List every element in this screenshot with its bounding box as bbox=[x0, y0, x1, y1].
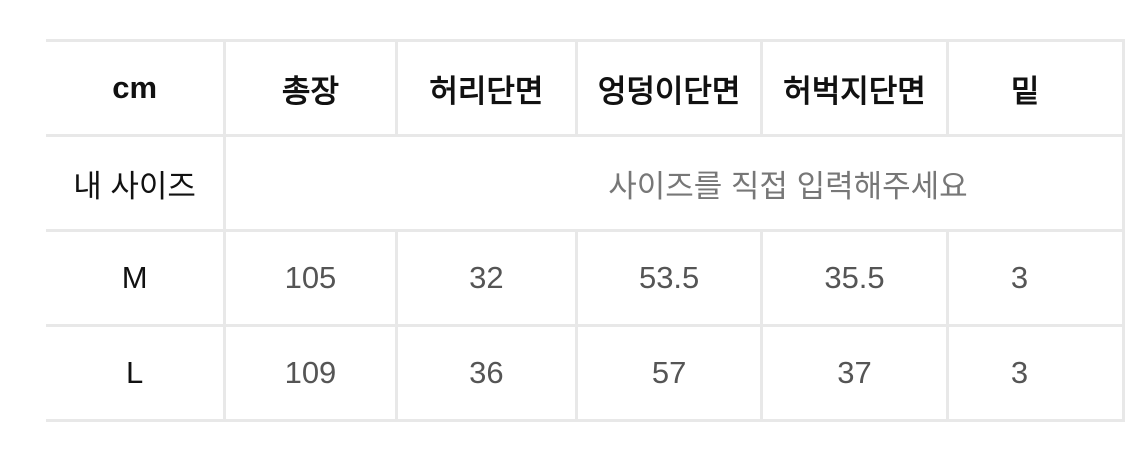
size-table: cm 총장 허리단면 엉덩이단면 허벅지단면 밑 내 사이즈 사이즈를 직접 입… bbox=[46, 39, 1125, 422]
header-hem: 밑 bbox=[945, 39, 1125, 137]
header-unit: cm bbox=[46, 39, 227, 137]
header-waist: 허리단면 bbox=[394, 39, 579, 137]
my-size-input[interactable]: 사이즈를 직접 입력해주세요 bbox=[223, 134, 1125, 232]
table-cell: 37 bbox=[760, 324, 949, 422]
table-cell: 32 bbox=[394, 229, 579, 327]
my-size-row: 내 사이즈 사이즈를 직접 입력해주세요 bbox=[46, 134, 1125, 232]
table-cell: 3 bbox=[945, 324, 1125, 422]
header-hip: 엉덩이단면 bbox=[575, 39, 764, 137]
table-row: L 109 36 57 37 3 bbox=[46, 324, 1125, 422]
table-cell: 105 bbox=[223, 229, 398, 327]
size-label: M bbox=[46, 229, 227, 327]
header-row: cm 총장 허리단면 엉덩이단면 허벅지단면 밑 bbox=[46, 39, 1125, 137]
my-size-label: 내 사이즈 bbox=[46, 134, 227, 232]
table-cell: 3 bbox=[945, 229, 1125, 327]
table-row: M 105 32 53.5 35.5 3 bbox=[46, 229, 1125, 327]
size-label: L bbox=[46, 324, 227, 422]
header-total-length: 총장 bbox=[223, 39, 398, 137]
table-cell: 53.5 bbox=[575, 229, 764, 327]
table-cell: 109 bbox=[223, 324, 398, 422]
table-cell: 35.5 bbox=[760, 229, 949, 327]
table-cell: 36 bbox=[394, 324, 579, 422]
table-cell: 57 bbox=[575, 324, 764, 422]
header-thigh: 허벅지단면 bbox=[760, 39, 949, 137]
